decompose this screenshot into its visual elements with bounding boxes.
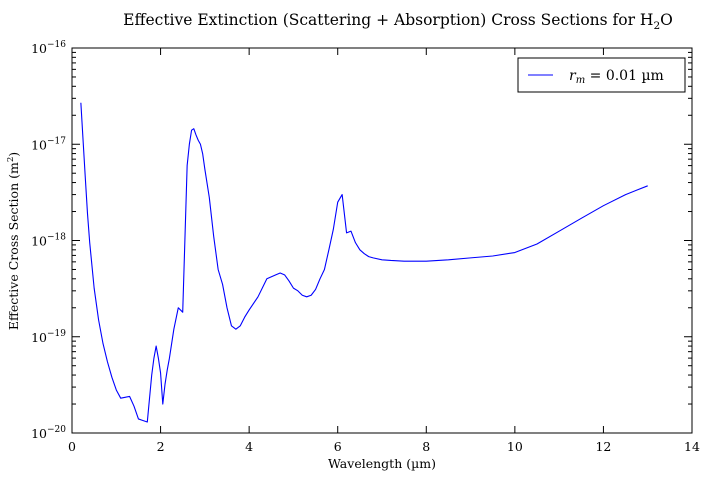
series-line-rm-0.01 xyxy=(80,102,648,423)
legend-entry-rm-0.01: rm = 0.01 µm xyxy=(569,68,664,86)
y-tick-label: 10−19 xyxy=(31,329,66,345)
tick-label-group: 0 2 4 6 8 10 12 14 10−20 10−19 10−18 10−17 10−16 xyxy=(31,40,700,454)
legend-entry-var: r xyxy=(569,68,577,84)
x-tick-label: 2 xyxy=(157,439,165,454)
x-tick-label: 0 xyxy=(68,439,76,454)
x-tick-label: 6 xyxy=(334,439,342,454)
x-tick-label: 4 xyxy=(245,439,253,454)
y-tick-label: 10−20 xyxy=(31,425,66,441)
plot-frame xyxy=(71,47,693,434)
legend-entry-rest: = 0.01 µm xyxy=(585,68,664,84)
chart-title-suffix: O xyxy=(660,11,673,29)
chart-title: Effective Extinction (Scattering + Absor… xyxy=(123,11,673,32)
y-tick-label: 10−18 xyxy=(31,233,66,249)
x-tick-label: 10 xyxy=(507,439,523,454)
y-axis-label-main: Effective Cross Section (m xyxy=(6,162,21,330)
y-axis-label-suffix: ) xyxy=(6,152,21,157)
x-axis-label: Wavelength (µm) xyxy=(328,456,436,471)
chart-title-subscript: 2 xyxy=(653,20,660,32)
y-axis-label: Effective Cross Section (m2) xyxy=(6,152,21,330)
chart-title-main: Effective Extinction (Scattering + Absor… xyxy=(123,11,653,29)
y-axis-label-superscript: 2 xyxy=(6,157,16,162)
x-tick-label: 8 xyxy=(422,439,430,454)
x-tick-label: 14 xyxy=(684,439,700,454)
legend: rm = 0.01 µm xyxy=(517,57,686,93)
x-tick-label: 12 xyxy=(595,439,611,454)
y-tick-label: 10−16 xyxy=(31,40,66,56)
legend-entry-subscript: m xyxy=(576,75,585,86)
y-tick-label: 10−17 xyxy=(31,136,66,152)
